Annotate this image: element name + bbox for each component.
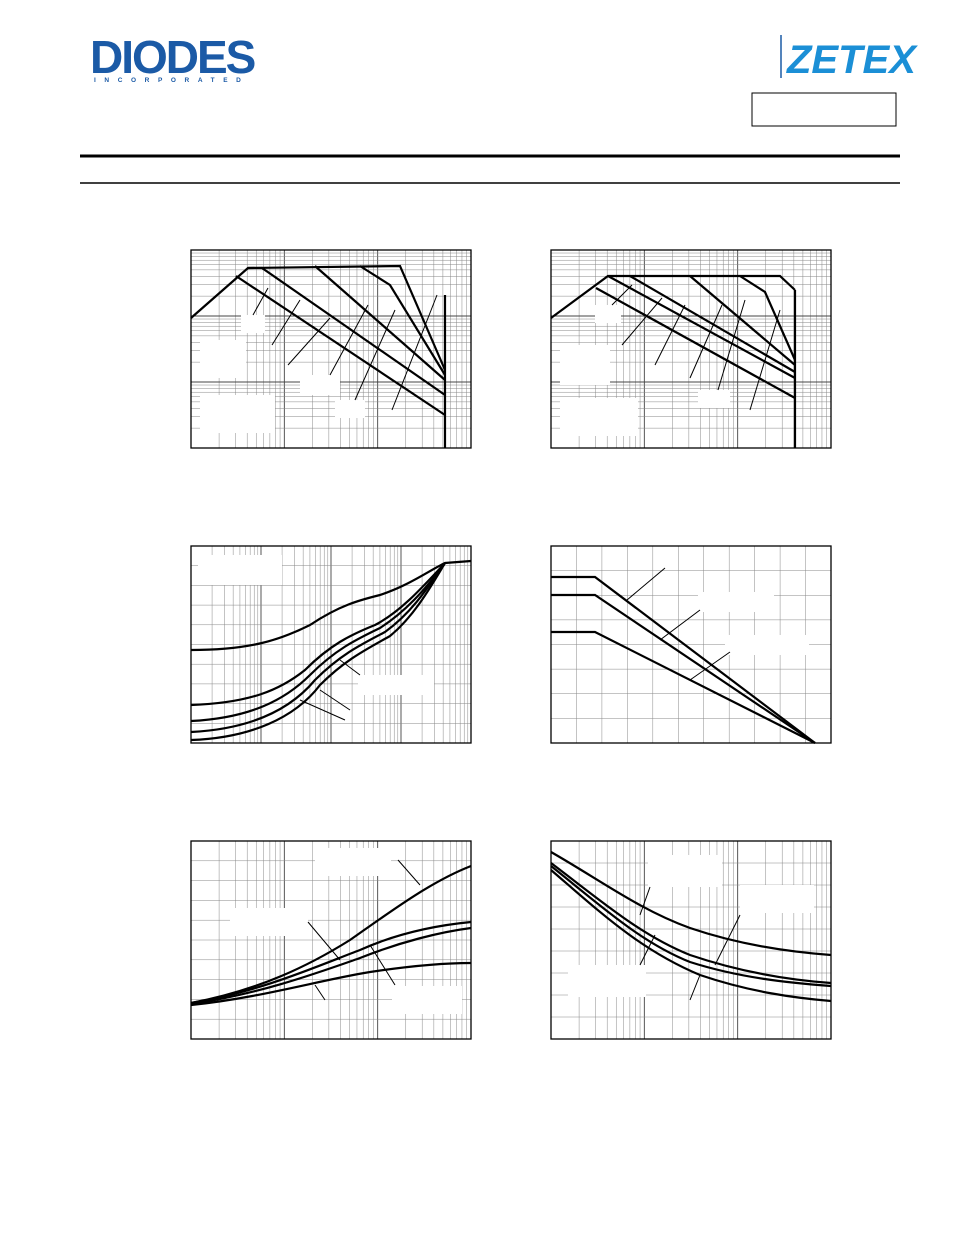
label-box xyxy=(335,400,365,418)
curve xyxy=(190,264,447,371)
label-box xyxy=(392,986,462,1014)
curve xyxy=(629,275,796,373)
curve xyxy=(359,265,446,376)
curve xyxy=(595,287,796,399)
curve xyxy=(550,851,832,957)
label-box xyxy=(740,885,814,913)
curve xyxy=(550,865,832,988)
label-boxes xyxy=(198,305,814,1014)
curve xyxy=(190,920,472,1005)
logo-left-sub: INCORPORATED xyxy=(94,77,249,84)
leader-line xyxy=(307,859,421,1001)
label-box xyxy=(200,340,246,378)
curve xyxy=(190,864,472,1005)
curves xyxy=(190,264,832,1007)
label-box xyxy=(200,395,275,433)
chart-frame xyxy=(550,249,832,449)
leader-line xyxy=(299,659,361,721)
curve xyxy=(190,926,472,1006)
curve xyxy=(739,275,797,361)
curve xyxy=(314,265,446,381)
curve xyxy=(190,562,446,723)
curve xyxy=(551,630,816,744)
curve xyxy=(190,961,472,1007)
curve xyxy=(235,275,446,416)
label-box xyxy=(648,855,722,887)
curve xyxy=(248,266,446,396)
label-box xyxy=(198,555,282,585)
curve xyxy=(190,562,446,742)
chart-frame xyxy=(550,840,832,1040)
label-box xyxy=(230,908,308,936)
curve xyxy=(550,274,796,319)
frames xyxy=(190,249,832,1040)
label-box xyxy=(698,390,730,408)
curve xyxy=(190,559,472,652)
label-box xyxy=(315,848,391,876)
leader-line xyxy=(626,567,731,681)
curve xyxy=(607,275,796,379)
label-box xyxy=(725,635,809,655)
label-box xyxy=(595,305,621,323)
logo-left: DIODES xyxy=(90,31,255,83)
label-box xyxy=(560,398,638,436)
curve xyxy=(551,575,816,744)
curve xyxy=(550,862,832,985)
leaders xyxy=(252,284,781,1001)
curve xyxy=(689,275,796,366)
label-box xyxy=(698,592,774,612)
curve xyxy=(551,593,816,744)
chart-frame xyxy=(550,545,832,744)
label-box xyxy=(300,375,340,395)
chart-frame xyxy=(190,840,472,1040)
leader-line xyxy=(611,284,781,411)
curve xyxy=(190,562,446,707)
curve xyxy=(550,869,832,1003)
chart-frame xyxy=(190,249,472,449)
curve xyxy=(190,562,446,734)
logo-right: ZETEX xyxy=(786,38,918,82)
part-box xyxy=(751,92,897,127)
header: DIODES INCORPORATED ZETEX xyxy=(80,31,918,184)
chart-frame xyxy=(190,545,472,744)
leader-line xyxy=(252,287,438,411)
leader-line xyxy=(639,886,741,1001)
label-box xyxy=(568,965,646,997)
label-box xyxy=(560,345,610,385)
label-box xyxy=(241,315,265,333)
label-box xyxy=(358,675,434,695)
